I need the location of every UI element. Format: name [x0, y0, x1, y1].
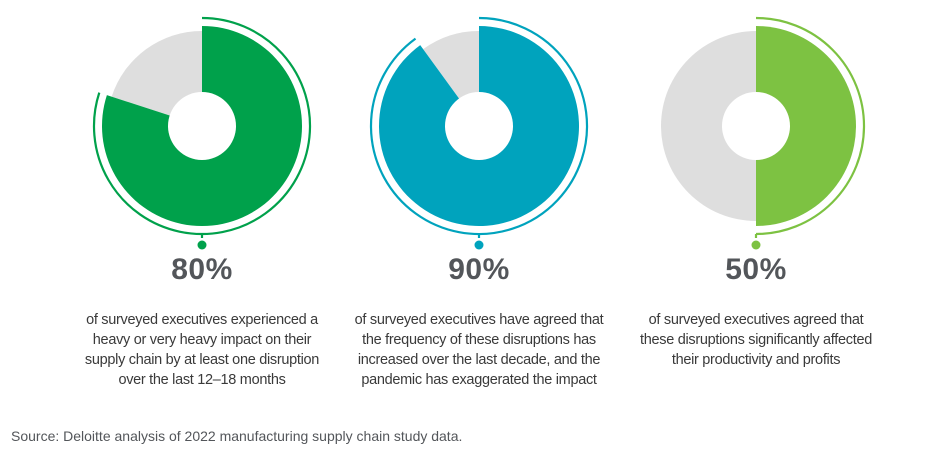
percentage-value: 50%	[725, 253, 787, 286]
description-line: of surveyed executives have agreed that	[354, 312, 604, 328]
description-line: the frequency of these disruptions has	[362, 332, 596, 348]
stat-description: of surveyed executives experienced a hea…	[52, 310, 352, 390]
description-line: pandemic has exaggerated the impact	[361, 372, 597, 388]
description-line: over the last 12–18 months	[118, 372, 286, 388]
donut-outer-ring	[92, 16, 312, 236]
stat-description: of surveyed executives agreed that these…	[606, 310, 906, 370]
stat-description: of surveyed executives have agreed that …	[329, 310, 629, 390]
donut-chart	[661, 16, 866, 250]
donut-chart	[369, 16, 589, 250]
donut-hole	[445, 92, 513, 160]
donut-outer-ring	[755, 16, 866, 236]
stat-card: 50% of surveyed executives agreed that t…	[606, 0, 906, 410]
donut-outer-ring	[369, 16, 589, 236]
description-line: supply chain by at least one disruption	[84, 352, 320, 368]
stat-card: 90% of surveyed executives have agreed t…	[329, 0, 629, 410]
description-line: their productivity and profits	[671, 352, 841, 368]
percentage-value: 90%	[448, 253, 510, 286]
description-line: increased over the last decade, and the	[357, 352, 601, 368]
donut-leader-dot	[751, 240, 761, 250]
description-line: heavy or very heavy impact on their	[92, 332, 312, 348]
percentage-value: 80%	[171, 253, 233, 286]
donut-hole	[722, 92, 790, 160]
donut-chart	[92, 16, 312, 250]
stat-card: 80% of surveyed executives experienced a…	[52, 0, 352, 410]
donut-leader-dot	[197, 240, 207, 250]
donut-value-segment	[756, 26, 856, 226]
source-note: Source: Deloitte analysis of 2022 manufa…	[11, 428, 463, 444]
donut-hole	[168, 92, 236, 160]
description-line: of surveyed executives agreed that	[648, 312, 864, 328]
description-line: of surveyed executives experienced a	[86, 312, 318, 328]
donut-remaining-segment	[661, 31, 756, 221]
description-line: these disruptions significantly affected	[640, 332, 872, 348]
donut-leader-dot	[474, 240, 484, 250]
